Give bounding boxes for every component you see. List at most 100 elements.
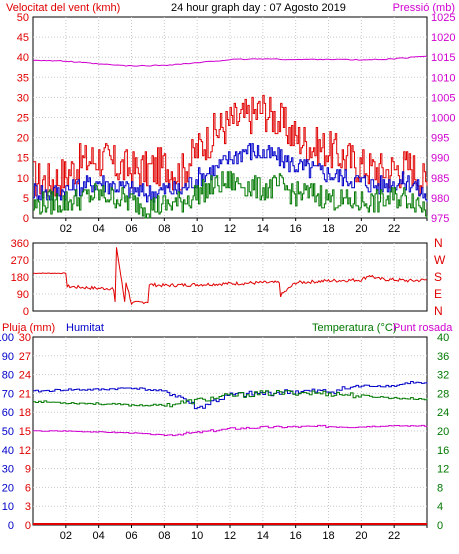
temperature-ytick-label: 20	[437, 426, 449, 438]
humidity-ytick-label: 30	[2, 464, 14, 476]
wind-gust-series	[33, 94, 428, 197]
pressure-ytick-label: 980	[431, 193, 449, 205]
wind-ytick-label: 20	[17, 133, 29, 145]
rain-ytick-label: 18	[19, 407, 31, 419]
temperature-series	[33, 390, 428, 408]
rain-ytick-label: 15	[19, 426, 31, 438]
wind-xtick-label: 20	[355, 223, 367, 235]
wind-xtick-label: 06	[125, 223, 137, 235]
pressure-ytick-label: 1000	[431, 113, 455, 125]
pressure-ytick-label: 995	[431, 133, 449, 145]
wind-ytick-label: 15	[17, 153, 29, 165]
rain-ytick-label: 30	[19, 332, 31, 344]
direction-ytick-label: 0	[23, 306, 29, 318]
wind-average-series	[33, 143, 428, 203]
direction-ytick-label: 270	[11, 255, 29, 267]
pressure-ytick-label: 1020	[431, 32, 455, 44]
compass-label: E	[434, 287, 442, 301]
wind-speed-series	[33, 171, 428, 219]
temperature-ytick-label: 12	[437, 464, 449, 476]
climate-xtick-label: 22	[388, 530, 400, 542]
wind-ytick-label: 35	[17, 72, 29, 84]
climate-xtick-label: 14	[257, 530, 269, 542]
wind-xtick-label: 02	[60, 223, 72, 235]
rain-ytick-label: 27	[19, 351, 31, 363]
humidity-ytick-label: 90	[2, 351, 14, 363]
climate-xtick-label: 10	[191, 530, 203, 542]
temperature-ytick-label: 28	[437, 388, 449, 400]
climate-xtick-label: 16	[290, 530, 302, 542]
pressure-ytick-label: 975	[431, 213, 449, 225]
wind-ytick-label: 40	[17, 52, 29, 64]
temperature-ytick-label: 16	[437, 445, 449, 457]
humidity-ytick-label: 100	[0, 332, 14, 344]
temperature-ytick-label: 0	[437, 520, 443, 532]
direction-ytick-label: 360	[11, 238, 29, 250]
pressure-ytick-label: 985	[431, 173, 449, 185]
humidity-ytick-label: 70	[2, 388, 14, 400]
humidity-ytick-label: 80	[2, 370, 14, 382]
rain-humidity-temperature-panel: 02 04 06 08 10 12 14 16 18 20 22036912151821242730…	[0, 332, 449, 542]
rain-ytick-label: 0	[25, 520, 31, 532]
compass-label: N	[434, 304, 443, 318]
humidity-axis-label: Humitat	[66, 322, 104, 334]
wind-xtick-label: 16	[290, 223, 302, 235]
wind-ytick-label: 50	[17, 12, 29, 24]
climate-xtick-label: 08	[158, 530, 170, 542]
temperature-ytick-label: 32	[437, 370, 449, 382]
climate-xtick-label: 06	[125, 530, 137, 542]
compass-label: S	[434, 270, 442, 284]
climate-xtick-label: 20	[355, 530, 367, 542]
wind-ytick-label: 30	[17, 92, 29, 104]
climate-xtick-label: 18	[322, 530, 334, 542]
pressure-ytick-label: 1025	[431, 12, 455, 24]
climate-xtick-label: 12	[224, 530, 236, 542]
pressure-ytick-label: 990	[431, 153, 449, 165]
temperature-ytick-label: 24	[437, 407, 449, 419]
wind-pressure-panel: 02 04 06 08 10 12 14 16 18 20 22051015202530354045…	[17, 12, 456, 235]
wind-xtick-label: 22	[388, 223, 400, 235]
wind-direction-series	[33, 247, 427, 306]
climate-xtick-label: 04	[93, 530, 105, 542]
wind-axis-label: Velocitat del vent (kmh)	[6, 2, 120, 14]
rain-ytick-label: 12	[19, 445, 31, 457]
rain-ytick-label: 21	[19, 388, 31, 400]
direction-ytick-label: 90	[17, 289, 29, 301]
climate-xtick-label: 02	[60, 530, 72, 542]
temperature-axis-label: Temperatura (°C)	[312, 322, 396, 334]
humidity-ytick-label: 0	[8, 520, 14, 532]
pressure-series	[32, 55, 428, 67]
dew-point-series	[33, 424, 428, 437]
rain-ytick-label: 6	[25, 482, 31, 494]
rain-axis-label: Pluja (mm)	[2, 322, 55, 334]
humidity-ytick-label: 10	[2, 501, 14, 513]
pressure-ytick-label: 1010	[431, 72, 455, 84]
wind-ytick-label: 10	[17, 173, 29, 185]
wind-ytick-label: 25	[17, 113, 29, 125]
pressure-axis-label: Pressió (mb)	[393, 2, 455, 14]
humidity-ytick-label: 50	[2, 426, 14, 438]
compass-label: N	[434, 236, 443, 250]
temperature-ytick-label: 36	[437, 351, 449, 363]
wind-xtick-label: 14	[257, 223, 269, 235]
pressure-ytick-label: 1015	[431, 52, 455, 64]
graph-title: 24 hour graph day : 07 Agosto 2019	[171, 2, 346, 14]
temperature-ytick-label: 4	[437, 501, 443, 513]
humidity-ytick-label: 20	[2, 482, 14, 494]
wind-xtick-label: 08	[158, 223, 170, 235]
rain-ytick-label: 9	[25, 464, 31, 476]
direction-ytick-label: 180	[11, 272, 29, 284]
wind-xtick-label: 10	[191, 223, 203, 235]
wind-ytick-label: 5	[23, 193, 29, 205]
rain-ytick-label: 3	[25, 501, 31, 513]
humidity-ytick-label: 40	[2, 445, 14, 457]
wind-ytick-label: 0	[23, 213, 29, 225]
wind-xtick-label: 04	[93, 223, 105, 235]
wind-xtick-label: 12	[224, 223, 236, 235]
temperature-ytick-label: 8	[437, 482, 443, 494]
pressure-ytick-label: 1005	[431, 92, 455, 104]
humidity-ytick-label: 60	[2, 407, 14, 419]
compass-label: W	[434, 253, 446, 267]
